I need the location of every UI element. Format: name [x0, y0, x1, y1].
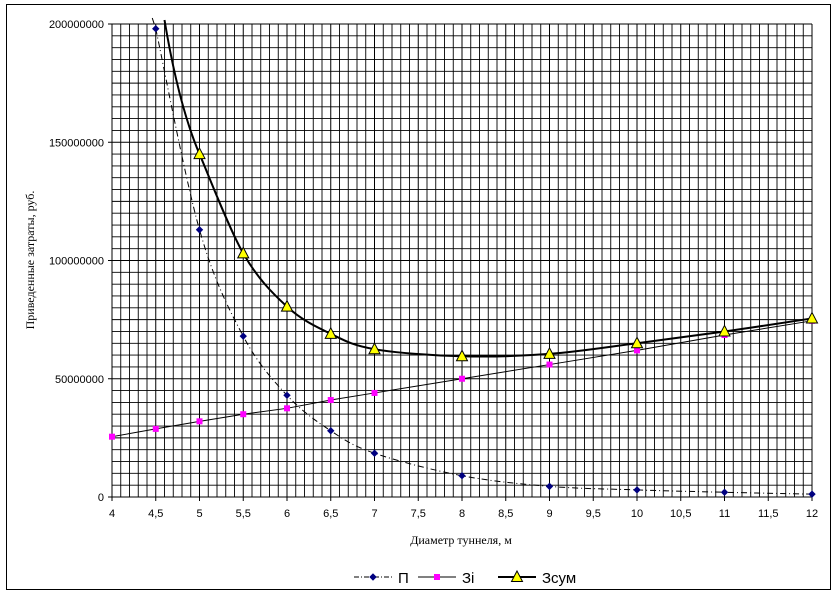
- series-line: [198, 153, 813, 358]
- series-2: [163, 19, 819, 362]
- series-line: [111, 320, 813, 438]
- y-tick-label: 100000000: [49, 256, 104, 268]
- marker-square: [434, 574, 440, 580]
- x-tick-label: 6: [284, 508, 290, 520]
- series-layer: [109, 17, 819, 498]
- marker-triangle: [193, 146, 206, 160]
- marker-diamond: [808, 490, 816, 498]
- x-tick-label: 6,5: [323, 508, 338, 520]
- marker-triangle: [630, 336, 644, 349]
- chart-frame: [6, 4, 831, 590]
- marker-square: [634, 347, 640, 354]
- x-tick-label: 5,5: [236, 508, 251, 520]
- y-axis-label: Приведенные затраты, руб.: [23, 191, 37, 330]
- marker-diamond: [633, 486, 641, 494]
- grid: [111, 23, 813, 498]
- x-tick-label: 7: [371, 508, 377, 520]
- marker-diamond: [545, 482, 554, 491]
- marker-diamond: [458, 472, 466, 480]
- legend-item-0: П: [354, 570, 409, 587]
- y-tick-label: 150000000: [49, 137, 104, 149]
- y-tick-label: 0: [98, 492, 104, 504]
- marker-triangle: [368, 342, 381, 355]
- y-tick-label: 50000000: [55, 374, 104, 386]
- y-tick-labels: 0 50000000 100000000 150000000 200000000: [49, 19, 112, 504]
- marker-square: [152, 425, 159, 432]
- series-line-extension: [163, 19, 201, 155]
- marker-square: [196, 418, 203, 425]
- x-tick-label: 4: [109, 508, 115, 520]
- marker-diamond: [369, 573, 377, 581]
- marker-diamond: [195, 226, 204, 234]
- legend: П Зі Зсум: [354, 569, 576, 587]
- marker-diamond: [327, 427, 335, 435]
- marker-square: [371, 389, 378, 396]
- marker-triangle: [805, 311, 819, 324]
- x-axis-label: Диаметр туннеля, м: [410, 533, 512, 547]
- x-tick-label: 5: [196, 508, 202, 520]
- legend-item-2: Зсум: [498, 569, 576, 587]
- x-tick-labels: 4 4,5 5 5,5 6 6,5 7 7,5 8 8,5 9 9,5 10 10,5 11 11,5 12: [109, 497, 818, 520]
- x-tick-label: 9,5: [586, 508, 601, 520]
- series-line: [155, 28, 813, 495]
- x-tick-label: 10,5: [670, 508, 691, 520]
- marker-triangle: [280, 299, 294, 312]
- marker-triangle: [455, 349, 469, 362]
- x-tick-label: 9: [546, 508, 552, 520]
- legend-label: П: [398, 570, 409, 587]
- marker-square: [240, 411, 247, 418]
- marker-diamond: [370, 449, 379, 457]
- marker-square: [327, 397, 334, 404]
- legend-label: Зі: [462, 570, 474, 587]
- marker-triangle: [236, 246, 250, 259]
- x-tick-label: 11,5: [758, 508, 779, 520]
- marker-diamond: [720, 488, 729, 496]
- x-tick-label: 8: [459, 508, 465, 520]
- x-tick-label: 12: [806, 508, 818, 520]
- marker-square: [459, 375, 465, 382]
- marker-diamond: [152, 25, 160, 33]
- series-0: [151, 17, 816, 498]
- legend-item-1: Зі: [418, 570, 474, 587]
- marker-square: [109, 433, 115, 440]
- marker-triangle: [510, 569, 524, 582]
- marker-triangle: [718, 324, 731, 337]
- x-tick-label: 11: [719, 508, 730, 520]
- marker-triangle: [543, 346, 556, 359]
- x-tick-label: 7,5: [411, 508, 426, 520]
- marker-square: [284, 405, 290, 412]
- y-tick-label: 200000000: [49, 19, 104, 31]
- legend-label: Зсум: [542, 570, 576, 587]
- marker-triangle: [324, 326, 338, 339]
- x-tick-label: 10: [631, 508, 643, 520]
- marker-diamond: [283, 391, 291, 400]
- marker-square: [546, 361, 553, 368]
- marker-diamond: [239, 332, 247, 340]
- x-tick-label: 8,5: [498, 508, 513, 520]
- x-tick-label: 4,5: [148, 508, 163, 520]
